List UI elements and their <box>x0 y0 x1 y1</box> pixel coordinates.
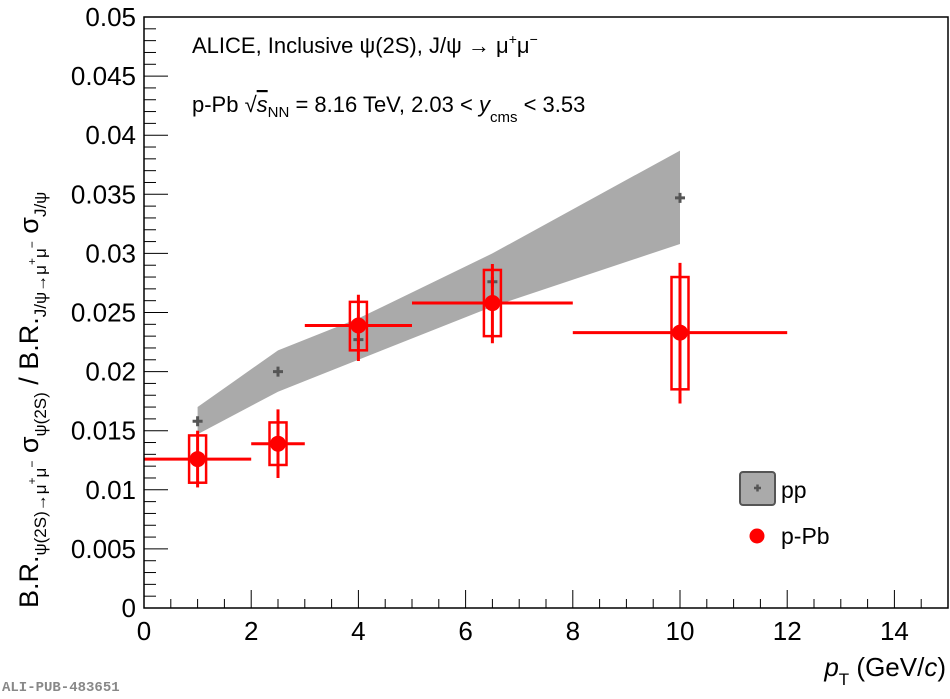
y-tick-label: 0.045 <box>71 61 136 91</box>
ppb-data-point <box>304 294 412 361</box>
ppb-data-point <box>251 409 305 478</box>
legend-pp-label: pp <box>781 477 807 503</box>
y-tick-label: 0.035 <box>71 179 136 209</box>
x-tick-label: 6 <box>458 616 472 646</box>
x-tick-label: 4 <box>351 616 365 646</box>
y-tick-label: 0.015 <box>71 416 136 446</box>
x-tick-label: 0 <box>137 616 151 646</box>
ppb-marker <box>672 324 688 341</box>
y-tick-label: 0.01 <box>85 475 136 505</box>
x-tick-label: 8 <box>566 616 580 646</box>
x-tick-label: 10 <box>666 616 695 646</box>
watermark: ALI-PUB-483651 <box>2 680 120 696</box>
ppb-marker <box>270 435 286 452</box>
x-axis-label: pT (GeV/c) <box>823 652 946 689</box>
ppb-marker <box>484 295 501 312</box>
legend-pp-marker-icon <box>754 484 761 492</box>
y-tick-label: 0.05 <box>85 2 136 32</box>
pp-data-point <box>192 416 203 427</box>
ppb-syst-box <box>670 275 690 391</box>
axis-layer: 0 2 4 6 8 10 12 14 0 0.005 0.01 0.015 0.02 0.025 0.03 0… <box>71 2 949 646</box>
ppb-syst-box <box>348 300 369 352</box>
y-tick-label: 0.03 <box>85 238 136 268</box>
y-axis-label: B.R.ψ(2S)→μ+μ− σψ(2S) / B.R.J/ψ→μ+μ− σJ/… <box>14 192 50 608</box>
y-tick-label: 0 <box>122 593 136 623</box>
ppb-data-point <box>412 264 573 344</box>
pp-data-point <box>675 192 685 203</box>
y-tick-label: 0.04 <box>85 120 136 150</box>
pp-data-point <box>273 366 283 377</box>
svg-text:B.R.ψ(2S)→μ+μ− σψ(2S) / B.R.J/: B.R.ψ(2S)→μ+μ− σψ(2S) / B.R.J/ψ→μ+μ− σJ/… <box>14 192 50 608</box>
x-tick-label: 14 <box>880 616 909 646</box>
ppb-data-point <box>572 262 788 404</box>
ppb-data-point <box>144 430 252 488</box>
annotation-line2: p-Pb √sNN = 8.16 TeV, 2.03 < ycms < 3.53 <box>192 92 585 126</box>
pp-band-layer <box>192 150 685 435</box>
ppb-syst-box <box>268 421 288 467</box>
annotation-line1: ALICE, Inclusive ψ(2S), J/ψ → μ+μ− <box>192 31 538 58</box>
legend-entry-ppb: p-Pb <box>749 523 830 549</box>
y-tick-label: 0.02 <box>85 357 136 387</box>
y-tick-label: 0.025 <box>71 298 136 328</box>
legend-ppb-label: p-Pb <box>781 523 830 549</box>
y-tick-label: 0.005 <box>71 534 136 564</box>
ppb-marker <box>350 317 367 334</box>
legend: pp p-Pb <box>739 471 830 549</box>
ppb-marker <box>189 451 206 468</box>
legend-ppb-marker-icon <box>749 528 765 544</box>
ppb-syst-box <box>187 434 208 484</box>
pp-systematic-band <box>197 150 680 435</box>
ppb-syst-box <box>482 268 503 338</box>
x-tick-label: 2 <box>244 616 258 646</box>
x-tick-label: 12 <box>773 616 802 646</box>
data-layer <box>144 262 788 488</box>
legend-entry-pp: pp <box>739 471 807 506</box>
